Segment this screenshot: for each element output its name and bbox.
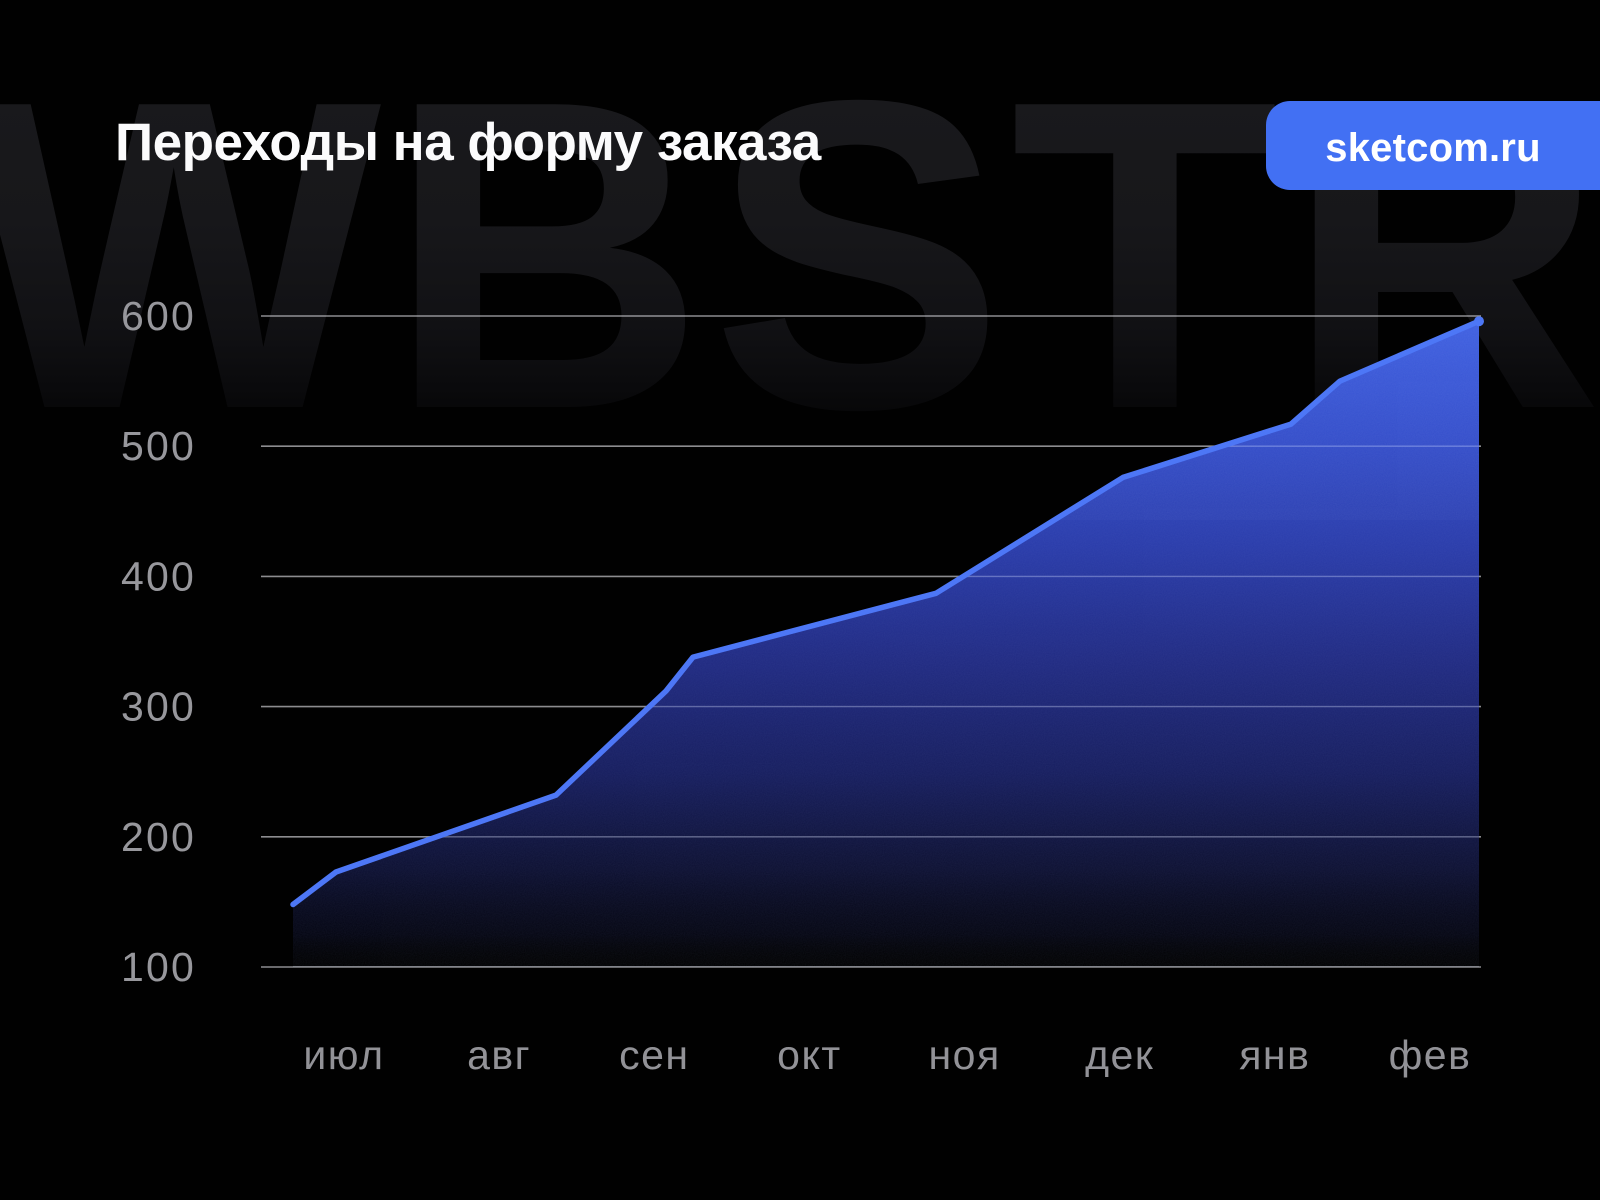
x-tick-label-дек: дек [1085, 1032, 1154, 1078]
page-title: Переходы на форму заказа [115, 113, 821, 172]
site-badge[interactable]: sketcom.ru [1266, 101, 1600, 190]
x-tick-label-авг: авг [467, 1032, 531, 1078]
end-point-marker [1474, 316, 1484, 327]
x-tick-label-окт: окт [777, 1032, 841, 1078]
y-tick-label-600: 600 [121, 293, 196, 339]
y-tick-label-400: 400 [121, 553, 196, 599]
x-tick-label-июл: июл [303, 1032, 384, 1078]
y-tick-label-500: 500 [121, 423, 196, 469]
y-tick-label-100: 100 [121, 944, 196, 990]
x-tick-label-сен: сен [619, 1032, 689, 1078]
y-tick-label-200: 200 [121, 814, 196, 860]
site-badge-label: sketcom.ru [1325, 125, 1541, 170]
x-tick-label-янв: янв [1239, 1032, 1310, 1078]
area-grain-texture [293, 321, 1479, 967]
x-tick-label-фев: фев [1389, 1032, 1472, 1078]
trend-line [290, 318, 1482, 908]
y-tick-label-300: 300 [121, 684, 196, 730]
x-tick-label-ноя: ноя [929, 1032, 1001, 1078]
